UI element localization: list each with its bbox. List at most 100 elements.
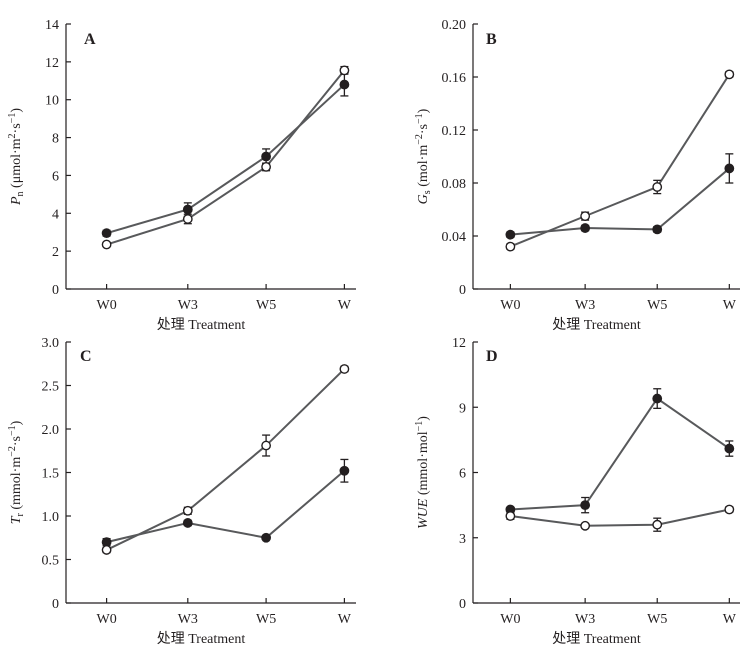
series-line	[510, 397, 730, 511]
data-point	[580, 500, 591, 511]
y-tick-label: 0.16	[442, 71, 467, 86]
series-filled	[505, 388, 735, 515]
series-line	[106, 368, 346, 551]
y-axis-title: Pn (μmol·m2·s−1)	[7, 108, 26, 206]
data-point	[339, 364, 350, 374]
y-tick-label: 4	[52, 207, 59, 222]
data-point	[724, 443, 735, 454]
panel-D: 0 3 6 9 12 W0 W3 W5 W 处理 Treatment WUE (mmol·mol−1…	[414, 336, 740, 647]
data-point	[580, 211, 591, 222]
panel-B: 0 0.04 0.08 0.12 0.16 0.20 W0 W3 W5 W 处理 Treatment…	[414, 18, 740, 333]
data-point	[652, 224, 663, 235]
data-point	[261, 532, 271, 543]
y-tick-label: 0.5	[42, 554, 60, 569]
data-point	[652, 393, 663, 404]
data-point	[505, 229, 516, 240]
data-point	[261, 440, 271, 451]
data-point	[505, 511, 516, 521]
y-tick-label: 12	[45, 56, 59, 71]
y-axis-title: Gs (mol·m−2·s−1)	[414, 108, 433, 204]
data-point	[339, 65, 350, 76]
x-tick-label: W3	[575, 298, 595, 313]
x-tick-label: W5	[256, 298, 276, 313]
panel-label: A	[84, 31, 96, 48]
y-tick-label: 0.04	[442, 230, 467, 245]
series-line	[106, 470, 346, 544]
panel-A: 0 2 4 6 8 10 12 14 W0 W3 W5 W 处理 Treatment Pn (μmol·m…	[7, 18, 356, 333]
panel-C: 0 0.5 1.0 1.5 2.0 2.5 3.0 W0 W3 W5 W 处理 Treatment Tr…	[7, 336, 356, 647]
panel-label: D	[486, 348, 498, 365]
x-axis-title: 处理 Treatment	[552, 631, 641, 647]
y-tick-label: 0	[52, 597, 59, 612]
x-tick-label: W3	[575, 612, 595, 627]
series-open	[101, 364, 350, 555]
data-point	[339, 465, 350, 476]
series-line	[510, 508, 730, 527]
x-tick-label: W0	[96, 298, 116, 313]
x-tick-label: W0	[500, 612, 520, 627]
x-axis-title: 处理 Treatment	[157, 317, 246, 333]
series-open	[505, 504, 735, 532]
y-tick-label: 0.08	[442, 177, 467, 192]
y-tick-label: 0.20	[442, 18, 467, 33]
y-tick-label: 14	[45, 18, 59, 33]
y-tick-label: 1.5	[42, 467, 60, 482]
y-tick-label: 0	[52, 283, 59, 298]
data-point	[182, 204, 193, 215]
data-point	[652, 182, 663, 192]
y-tick-label: 2.0	[42, 423, 60, 438]
y-tick-label: 6	[459, 467, 466, 482]
y-tick-label: 10	[45, 94, 59, 109]
y-tick-label: 0.12	[442, 124, 467, 139]
data-point	[101, 239, 112, 250]
data-point	[261, 151, 271, 162]
x-axis-title: 处理 Treatment	[157, 631, 246, 647]
series-line	[510, 73, 731, 248]
y-tick-label: 6	[52, 169, 59, 184]
series-line	[106, 69, 346, 246]
y-tick-label: 0	[459, 597, 466, 612]
x-tick-label: W0	[96, 612, 116, 627]
series-filled	[505, 153, 735, 240]
panel-label: B	[486, 31, 497, 48]
data-point	[182, 518, 193, 528]
series-line	[106, 83, 346, 235]
y-tick-label: 2	[52, 245, 59, 260]
x-tick-label: W	[723, 612, 737, 627]
data-point	[652, 519, 663, 530]
y-tick-label: 2.5	[42, 380, 60, 395]
panel-label: C	[80, 348, 92, 365]
y-tick-label: 8	[52, 132, 59, 147]
x-tick-label: W5	[647, 298, 667, 313]
x-tick-label: W5	[647, 612, 667, 627]
x-tick-label: W3	[178, 612, 198, 627]
data-point	[261, 162, 271, 172]
x-tick-label: W0	[500, 298, 520, 313]
y-axis-title: Tr (mmol·m−2·s−1)	[7, 420, 26, 524]
x-axis-title: 处理 Treatment	[552, 317, 641, 333]
y-tick-label: 3	[459, 532, 466, 547]
x-tick-label: W	[338, 612, 352, 627]
data-point	[182, 505, 193, 516]
y-tick-label: 1.0	[42, 510, 60, 525]
x-tick-label: W	[338, 298, 352, 313]
y-tick-label: 12	[452, 336, 466, 351]
data-point	[724, 163, 735, 174]
y-axis-title: WUE (mmol·mol−1)	[414, 416, 431, 529]
x-tick-label: W5	[256, 612, 276, 627]
data-point	[505, 241, 516, 252]
data-point	[339, 79, 350, 90]
data-point	[101, 545, 112, 555]
y-tick-label: 0	[459, 283, 466, 298]
data-point	[101, 228, 112, 239]
data-point	[580, 520, 591, 531]
series-open	[101, 65, 350, 250]
x-tick-label: W3	[178, 298, 198, 313]
y-tick-label: 3.0	[42, 336, 60, 351]
x-tick-label: W	[723, 298, 737, 313]
data-point	[724, 504, 735, 515]
series-open	[505, 69, 735, 252]
data-point	[724, 69, 735, 80]
data-point	[580, 223, 591, 233]
